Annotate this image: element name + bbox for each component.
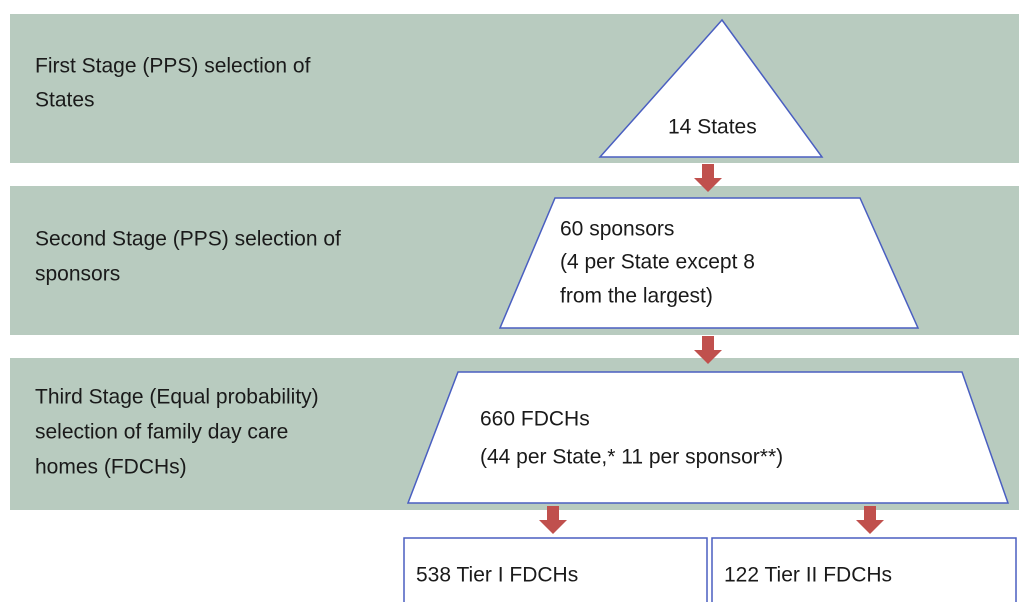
stage-band: [10, 14, 1019, 163]
trapezoid: [406, 371, 1010, 504]
shape-text: 60 sponsors: [560, 218, 674, 241]
stage-label: States: [35, 89, 95, 112]
shape-text: 14 States: [668, 116, 757, 139]
stage-label: selection of family day care: [35, 421, 288, 444]
stage-label: Third Stage (Equal probability): [35, 386, 319, 409]
trapezoid: [498, 197, 920, 329]
stage-label: Second Stage (PPS) selection of: [35, 228, 341, 251]
shape-text: 660 FDCHs: [480, 408, 590, 431]
outcome-text: 122 Tier II FDCHs: [724, 564, 892, 587]
arrow: [539, 506, 567, 534]
outcome-box: [711, 537, 1017, 607]
outcome-box: [403, 537, 708, 607]
arrows: [539, 164, 884, 534]
stage-label: sponsors: [35, 263, 120, 286]
stage-label: First Stage (PPS) selection of: [35, 55, 311, 78]
arrow: [694, 164, 722, 192]
shape-text: from the largest): [560, 285, 713, 308]
arrow: [856, 506, 884, 534]
shape-text: (4 per State except 8: [560, 251, 755, 274]
shape-text: (44 per State,* 11 per sponsor**): [480, 446, 783, 469]
triangle: [598, 18, 824, 158]
outcome-text: 538 Tier I FDCHs: [416, 564, 578, 587]
arrow: [694, 336, 722, 364]
stage-label: homes (FDCHs): [35, 456, 187, 479]
